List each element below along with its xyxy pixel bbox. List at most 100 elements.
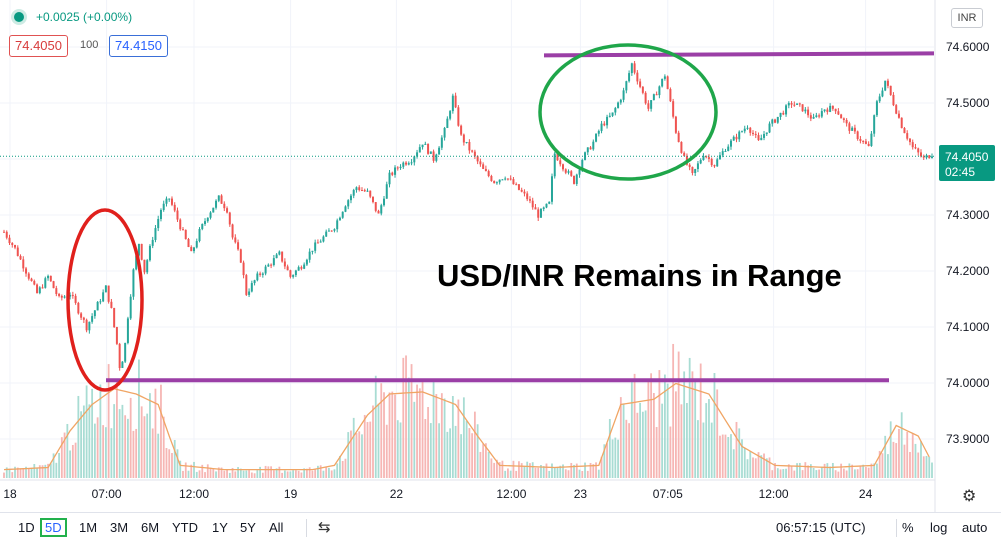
timeframe-5y-button[interactable]: 5Y — [240, 520, 256, 535]
volume-bar — [223, 470, 226, 478]
timeframe-3m-button[interactable]: 3M — [110, 520, 129, 535]
volume-bar — [564, 469, 567, 478]
candle-body — [608, 115, 611, 117]
volume-bar — [91, 388, 94, 478]
ask-button[interactable]: 74.4150 — [109, 35, 168, 57]
candle-body — [157, 219, 160, 229]
volume-bar — [556, 467, 559, 478]
volume-bar — [730, 434, 732, 478]
volume-bar — [300, 472, 303, 478]
volume-bar — [848, 463, 851, 478]
volume-bar — [146, 413, 149, 478]
candle-body — [498, 179, 501, 183]
volume-bar — [754, 458, 757, 478]
candle-body — [272, 258, 275, 266]
candle-body — [754, 133, 757, 136]
volume-bar — [490, 458, 493, 478]
x-tick-label: 18 — [3, 487, 17, 501]
log-scale-toggle[interactable]: log — [930, 520, 948, 535]
volume-bar — [319, 465, 322, 478]
volume-bar — [416, 384, 418, 478]
volume-bar — [410, 364, 413, 478]
volume-bar — [99, 384, 102, 478]
volume-bar — [250, 472, 253, 478]
volume-bar — [245, 470, 248, 478]
candle-body — [366, 190, 369, 192]
candle-body — [523, 191, 526, 194]
volume-bar — [418, 388, 421, 478]
volume-bar — [201, 464, 204, 478]
volume-bar — [352, 417, 355, 478]
candle-body — [80, 313, 83, 318]
timeframe-1d-button[interactable]: 1D — [18, 520, 35, 535]
candle-body — [281, 251, 284, 262]
volume-bar — [551, 463, 553, 478]
candle-body — [873, 115, 876, 134]
chart-settings-gear-icon[interactable]: ⚙ — [962, 488, 977, 505]
auto-scale-toggle[interactable]: auto — [962, 520, 988, 535]
volume-bar — [752, 457, 754, 478]
volume-bar — [812, 468, 815, 478]
volume-bar — [661, 403, 664, 478]
candle-body — [154, 228, 157, 240]
candle-body — [300, 267, 303, 269]
candle-body — [782, 112, 785, 115]
volume-bar — [859, 465, 862, 478]
volume-bar — [776, 468, 779, 478]
candle-body — [410, 162, 413, 164]
candle-body — [793, 104, 796, 106]
candle-body — [443, 127, 446, 138]
candle-body — [721, 151, 724, 156]
candle-body — [429, 151, 432, 154]
time-axis[interactable]: 18 07:00 12:00 19 22 12:00 23 07:05 12:00 24 — [3, 487, 872, 501]
timeframe-1y-button[interactable]: 1Y — [212, 520, 228, 535]
candle-body — [829, 105, 832, 112]
volume-bar — [96, 417, 99, 478]
candle-body — [347, 200, 350, 207]
timeframe-5d-button[interactable]: 5D — [40, 518, 67, 537]
timeframe-ytd-button[interactable]: YTD — [172, 520, 198, 535]
candle-body — [248, 291, 251, 295]
currency-selector[interactable]: INR — [951, 8, 983, 28]
volume-bar — [881, 453, 884, 478]
volume-bar — [165, 447, 168, 478]
candle-body — [460, 125, 463, 135]
candle-body — [724, 150, 727, 152]
candle-body — [853, 127, 856, 132]
bid-button[interactable]: 74.4050 — [9, 35, 68, 57]
timeframe-6m-button[interactable]: 6M — [141, 520, 160, 535]
candle-body — [818, 115, 821, 117]
candle-body — [677, 132, 680, 142]
volume-bar — [760, 455, 763, 478]
candle-body — [809, 115, 812, 119]
candle-body — [647, 103, 650, 109]
volume-bar — [884, 435, 887, 478]
candle-body — [239, 249, 242, 263]
volume-bar — [237, 467, 239, 478]
volume-bar — [809, 464, 812, 478]
candle-body — [283, 261, 286, 267]
candle-body — [314, 242, 317, 251]
candle-body — [360, 190, 363, 192]
timeframe-all-button[interactable]: All — [269, 520, 284, 535]
candle-body — [234, 237, 237, 243]
candle-body — [465, 141, 468, 143]
volume-bar — [898, 428, 900, 478]
volume-bar — [757, 452, 760, 478]
percent-scale-toggle[interactable]: % — [902, 520, 914, 535]
volume-bar — [129, 397, 132, 478]
candle-body — [451, 95, 454, 112]
volume-bar — [339, 455, 341, 478]
spread-value: 100 — [80, 39, 99, 51]
date-range-calendar-icon[interactable]: ⇆ — [318, 519, 331, 536]
volume-bar — [118, 409, 121, 478]
price-axis[interactable]: 74.600074.500074.400074.300074.200074.10… — [946, 40, 990, 446]
volume-bar — [818, 469, 820, 478]
utc-clock[interactable]: 06:57:15 (UTC) — [776, 520, 866, 535]
candle-body — [867, 143, 870, 146]
candle-body — [914, 147, 917, 149]
volume-bar — [688, 357, 691, 478]
timeframe-1m-button[interactable]: 1M — [79, 520, 98, 535]
market-status-icon — [14, 12, 24, 22]
